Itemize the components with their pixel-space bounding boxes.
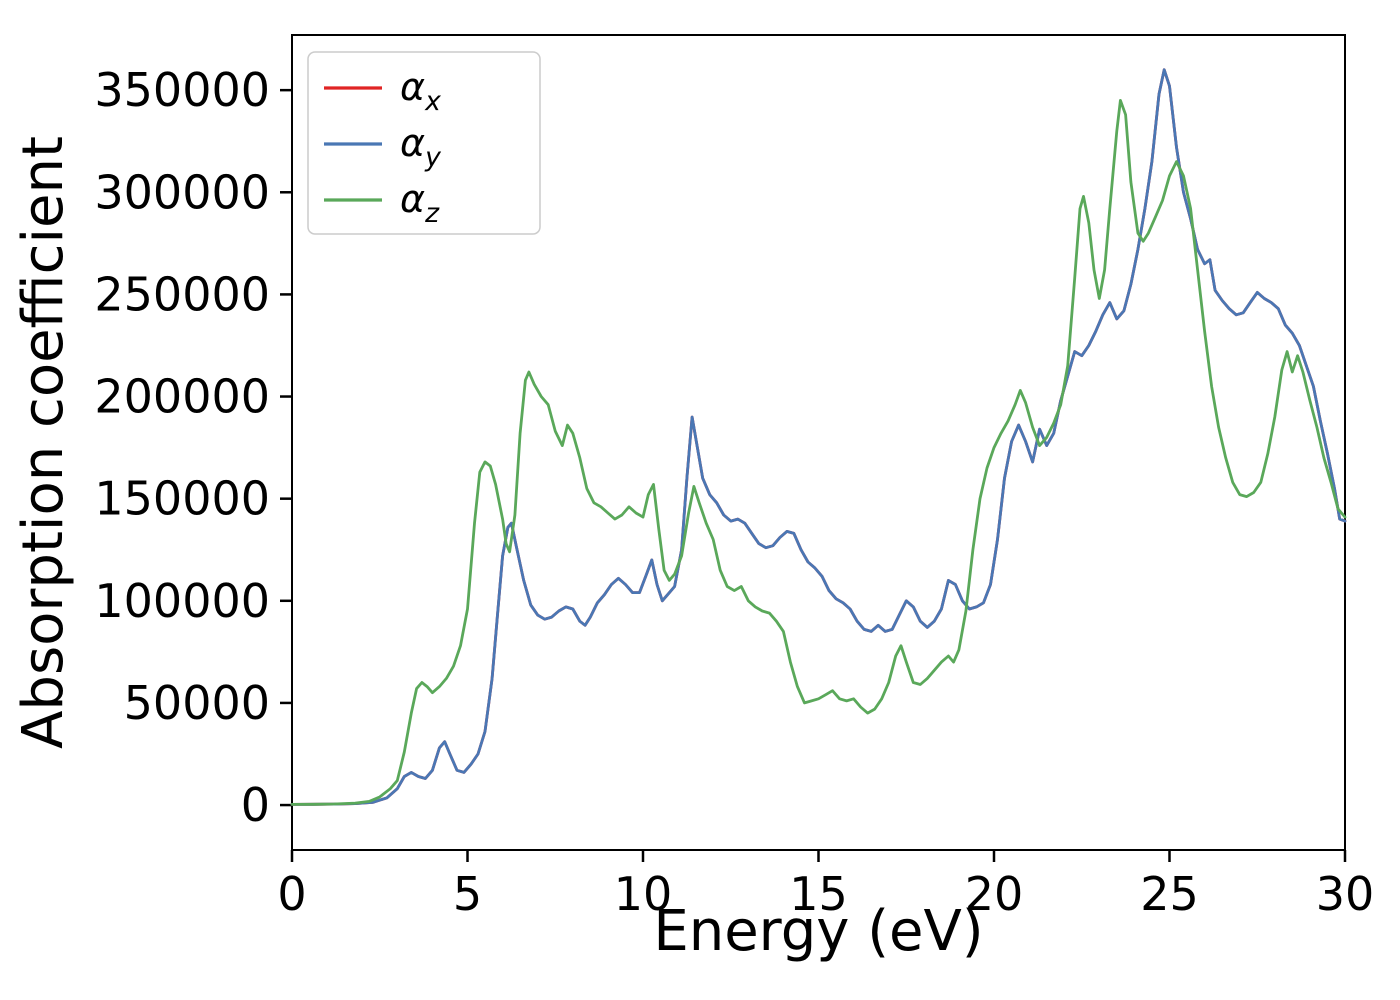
y-tick-label: 250000	[94, 267, 270, 321]
y-tick-label: 0	[241, 778, 270, 832]
y-tick-label: 300000	[94, 165, 270, 219]
y-tick-label: 150000	[94, 472, 270, 526]
y-tick-label: 100000	[94, 574, 270, 628]
legend-label-x: αx	[400, 65, 441, 117]
x-tick-label: 20	[965, 867, 1024, 921]
x-axis-label: Energy (eV)	[653, 899, 983, 964]
y-tick-label: 350000	[94, 63, 270, 117]
x-tick-label: 5	[453, 867, 482, 921]
x-tick-label: 25	[1140, 867, 1199, 921]
x-tick-label: 0	[277, 867, 306, 921]
legend-label-z: αz	[400, 177, 440, 229]
y-axis-label: Absorption coefficient	[11, 136, 76, 749]
x-tick-label: 10	[614, 867, 673, 921]
y-tick-label: 50000	[124, 676, 270, 730]
series-line-alpha_z	[290, 99, 1347, 806]
x-tick-label: 30	[1316, 867, 1375, 921]
legend-label-y: αy	[400, 121, 442, 173]
x-tick-label: 15	[789, 867, 848, 921]
y-tick-label: 200000	[94, 370, 270, 424]
legend-box	[307, 51, 541, 235]
